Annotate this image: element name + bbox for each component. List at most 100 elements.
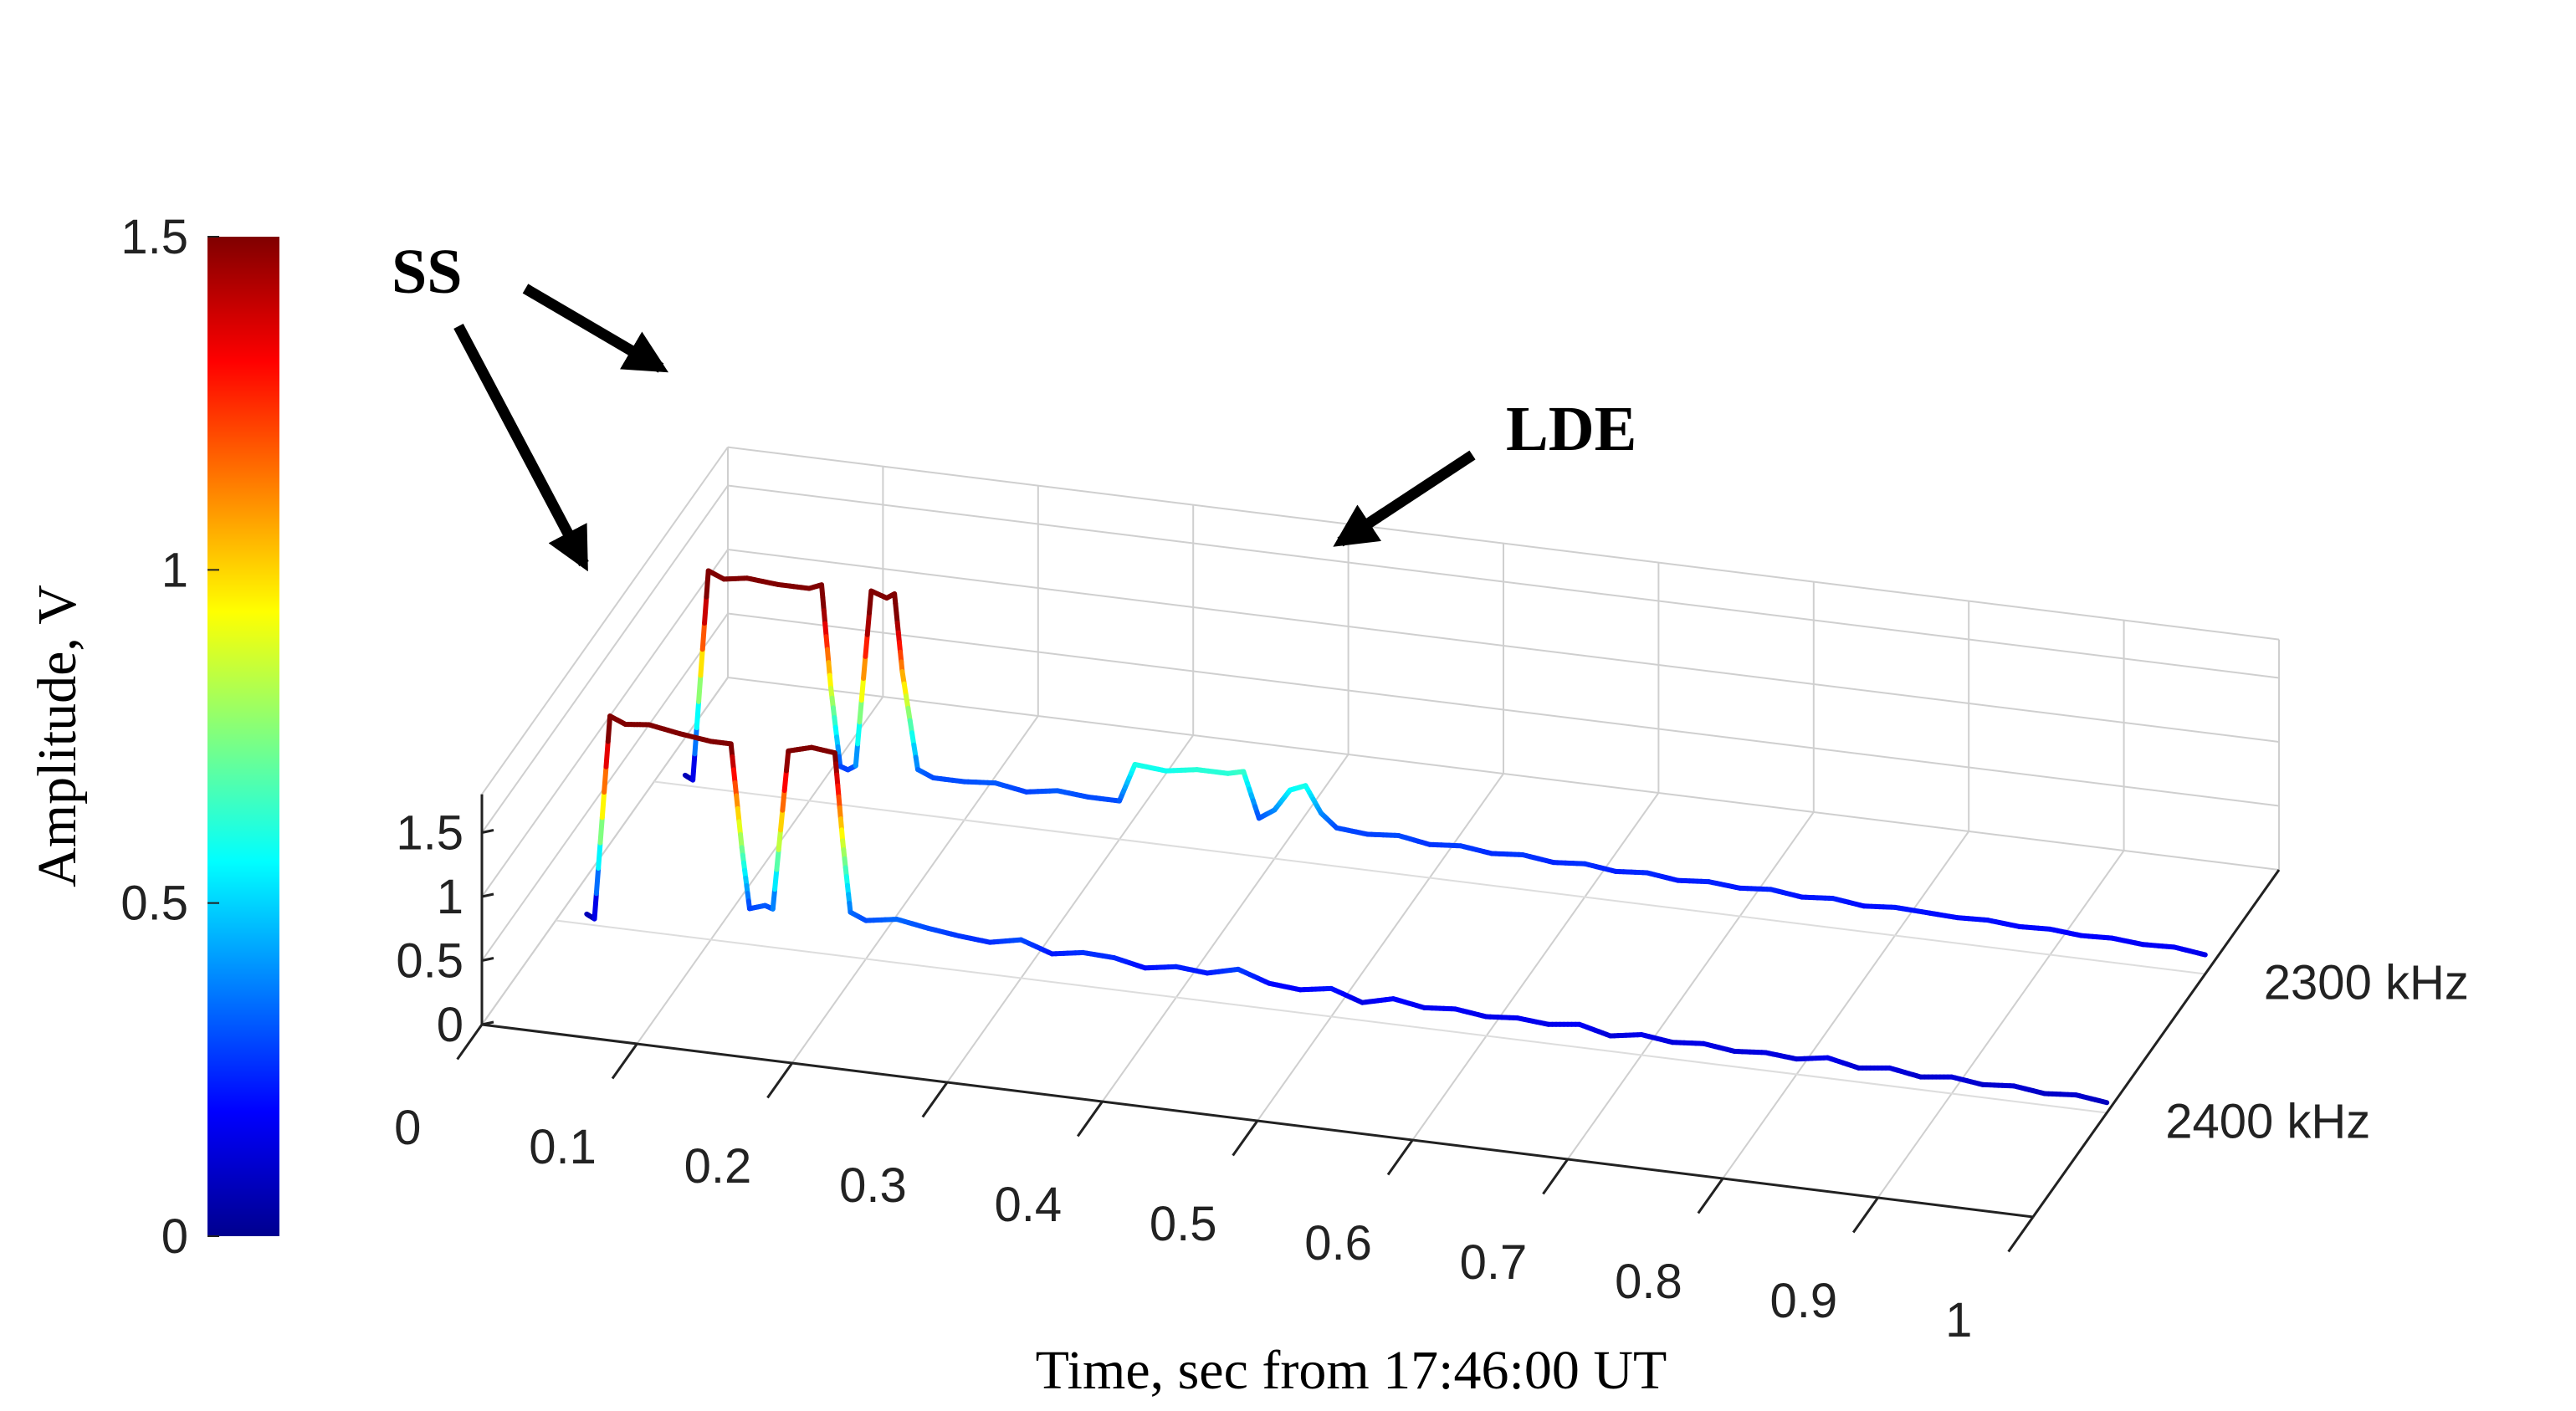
x-tick-label: 0.7 [1460,1235,1528,1290]
colorbar-tick-label: 0.5 [120,877,188,931]
series-segment [2199,951,2208,958]
series-2300-khz [682,568,2208,958]
x-tick-mark [1386,1139,1414,1176]
grid-floor-line [1101,754,1349,1102]
series-segment [853,741,861,769]
annotation-ss: SS [392,237,463,307]
colorbar-tick-label: 1 [161,543,188,597]
grid-side-horizontal [481,549,729,897]
series-segment [776,827,784,852]
grid-back-horizontal [727,549,2280,743]
z-tick-mark [481,892,494,898]
x-tick-label: 0.1 [529,1120,597,1174]
x-tick-label: 0.6 [1304,1216,1372,1270]
series-segment [780,788,787,813]
series-segment [696,672,704,704]
x-tick-mark [2007,1216,2035,1253]
series-segment [605,713,613,744]
x-tick-label: 0 [394,1101,421,1155]
z-tick-mark [481,1020,494,1026]
x-tick-mark [1232,1120,1259,1157]
grid-floor-line [1566,811,1815,1160]
colorbar-tick-label: 0 [161,1209,188,1264]
series-segment [592,891,599,922]
series-segment [778,807,786,833]
annotations: SS LDE [392,237,1636,572]
y-axis-line [2031,869,2281,1218]
colorbar-ticks: 0 0.5 1 1.5 [120,210,219,1264]
x-tick-label: 1 [1945,1293,1972,1347]
series-segment [863,631,870,659]
grid-lines [481,446,2280,1218]
series-segment [597,815,605,846]
y-labels: 2300 kHz 2400 kHz [2165,956,2469,1149]
colorbar: 0 0.5 1 1.5 Amplitude, V [27,210,279,1264]
grid-row-line [653,780,2205,975]
series-segment [772,867,780,892]
series-segment [596,840,603,871]
grid-side-horizontal [481,484,729,834]
series-segment [855,719,863,747]
grid-floor-line [791,715,1039,1064]
x-tick-mark [611,1043,638,1080]
series-segment [861,653,868,682]
series-segment [694,698,702,731]
x-tick-label: 0.2 [684,1139,752,1194]
series-segment [770,887,778,912]
y-row-label: 2400 kHz [2165,1095,2370,1149]
grid-side-horizontal [481,677,729,1025]
grid-floor-line [1722,831,1970,1179]
x-tick-mark [1542,1158,1570,1195]
colorbar-tick-label: 1.5 [120,210,188,264]
annotation-ss-arrow-lower [453,323,589,572]
x-tick-mark [1076,1101,1104,1137]
x-tick-mark [1697,1178,1724,1214]
series-segment [690,751,698,783]
series-segment [603,739,611,769]
series-segment [704,568,711,600]
grid-row-line [556,919,2107,1114]
x-tick-mark [766,1062,794,1099]
z-tick-label: 1.5 [396,806,463,861]
annotation-lde-arrow [1333,450,1476,547]
series-segment [864,610,873,637]
grid-floor-line [1411,792,1660,1141]
grid-floor-line [1877,850,2125,1199]
x-tick-label: 0.9 [1769,1274,1837,1328]
grid-back-horizontal [727,446,2280,641]
series-segment [867,588,874,616]
series-layer [584,568,2208,1106]
series-segment [858,676,867,703]
x-tick-label: 0.5 [1150,1197,1217,1251]
x-tick-label: 0.4 [994,1178,1062,1232]
colorbar-label: Amplitude, V [27,585,88,887]
series-segment [702,594,709,626]
colorbar-gradient [207,237,279,1236]
y-row-label: 2300 kHz [2264,956,2469,1010]
z-tick-label: 0.5 [396,934,463,989]
series-segment [593,865,602,897]
x-ticks: 0 0.1 0.2 0.3 0.4 0.5 0.6 0.7 0.8 0.9 1 [394,1024,2035,1347]
x-tick-mark [456,1024,484,1061]
grid-back-horizontal [727,484,2280,679]
series-segment [857,698,864,725]
grid-side-horizontal [481,447,729,795]
x-tick-label: 0.3 [839,1158,907,1213]
z-tick-mark [481,829,494,834]
series-segment [698,647,705,678]
annotation-lde: LDE [1506,394,1636,464]
z-ticks: 0 0.5 1 1.5 [396,806,494,1052]
x-axis-label: Time, sec from 17:46:00 UT [1036,1340,1667,1401]
z-tick-mark [481,957,494,962]
series-2400-khz [584,713,2110,1106]
x-tick-label: 0.8 [1615,1255,1682,1309]
series-segment [692,725,699,757]
grid-back-horizontal [727,677,2280,871]
series-segment [699,620,708,652]
x-tick-mark [921,1081,949,1118]
annotation-ss-arrow-upper [522,284,668,373]
z-tick-label: 0 [437,998,463,1052]
series-segment [602,764,609,795]
series-segment [599,790,607,821]
